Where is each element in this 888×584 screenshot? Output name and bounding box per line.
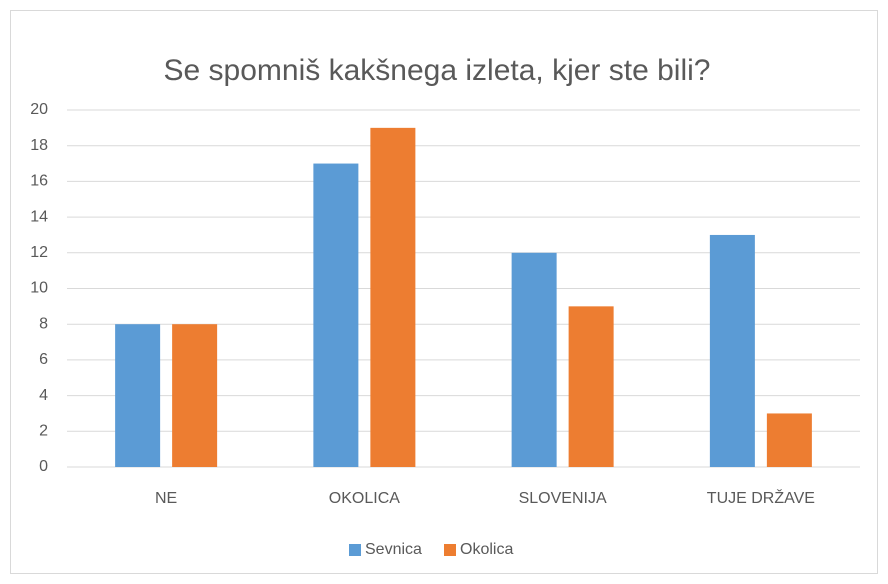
y-tick-label: 12 (30, 244, 48, 261)
y-tick-label: 18 (30, 137, 48, 154)
y-tick-label: 6 (39, 351, 48, 368)
y-tick-label: 8 (39, 315, 48, 332)
legend-label: Okolica (460, 541, 513, 558)
y-tick-label: 0 (39, 458, 48, 475)
y-tick-label: 4 (39, 387, 48, 404)
legend-swatch (349, 544, 361, 556)
legend-label: Sevnica (365, 541, 422, 558)
y-tick-label: 14 (30, 208, 48, 225)
legend-swatch (444, 544, 456, 556)
bar (709, 234, 755, 467)
y-tick-label: 2 (39, 423, 48, 440)
x-tick-label: OKOLICA (329, 490, 400, 507)
bar (370, 127, 416, 467)
y-tick-label: 20 (30, 101, 48, 118)
y-tick-label: 16 (30, 173, 48, 190)
y-tick-label: 10 (30, 280, 48, 297)
bar (313, 163, 359, 468)
x-tick-label: TUJE DRŽAVE (707, 488, 815, 507)
chart-title: Se spomniš kakšnega izleta, kjer ste bil… (164, 54, 711, 87)
x-tick-label: SLOVENIJA (519, 490, 607, 507)
x-tick-label: NE (155, 490, 177, 507)
bar (172, 324, 218, 467)
bar (568, 306, 614, 467)
bar (115, 324, 161, 467)
bar (511, 252, 557, 467)
bar (766, 413, 812, 467)
